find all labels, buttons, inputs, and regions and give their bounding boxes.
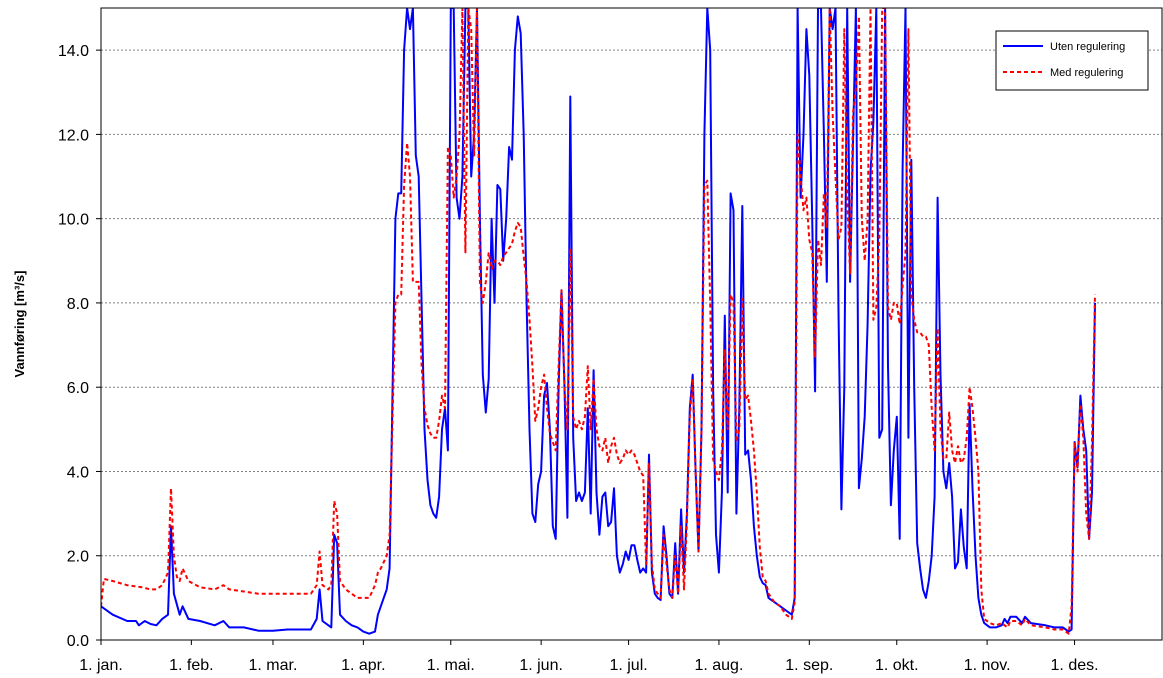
legend-box [995, 30, 1149, 91]
y-axis-label: Vannføring [m³/s] [12, 271, 27, 378]
x-tick-label: 1. jan. [79, 657, 123, 674]
y-tick-label: 0.0 [67, 633, 89, 650]
x-tick-label: 1. sep. [785, 657, 833, 674]
x-tick-label: 1. apr. [341, 657, 385, 674]
y-tick-label: 10.0 [58, 212, 89, 229]
x-tick-label: 1. feb. [169, 657, 213, 674]
y-tick-label: 12.0 [58, 127, 89, 144]
legend-label-uten-regulering: Uten regulering [1050, 41, 1125, 53]
y-tick-label: 8.0 [67, 296, 89, 313]
series-lines [101, 8, 1096, 635]
y-tick-label: 4.0 [67, 464, 89, 481]
x-tick-label: 1. nov. [964, 657, 1011, 674]
x-tick-label: 1. okt. [875, 657, 919, 674]
x-tick-label: 1. jul. [609, 657, 647, 674]
x-tick-label: 1. mar. [249, 657, 298, 674]
y-tick-label: 2.0 [67, 549, 89, 566]
y-tick-label: 14.0 [58, 43, 89, 60]
x-tick-label: 1. mai. [427, 657, 475, 674]
x-axis-ticks: 1. jan. 1. feb. 1. mar. 1. apr. 1. mai. 1. ju… [79, 640, 1099, 674]
y-tick-label: 6.0 [67, 380, 89, 397]
x-tick-label: 1. des. [1051, 657, 1099, 674]
plot-area-border [100, 7, 1163, 641]
x-tick-label: 1. jun. [519, 657, 563, 674]
legend-label-med-regulering: Med regulering [1050, 67, 1123, 79]
legend: Uten regulering Med regulering [995, 30, 1149, 91]
y-axis-ticks: 0.0 2.0 4.0 6.0 8.0 10.0 12.0 14.0 [58, 43, 101, 650]
series-line-uten-regulering [101, 8, 1096, 635]
grid-lines [101, 49, 1162, 557]
x-tick-label: 1. aug. [694, 657, 743, 674]
